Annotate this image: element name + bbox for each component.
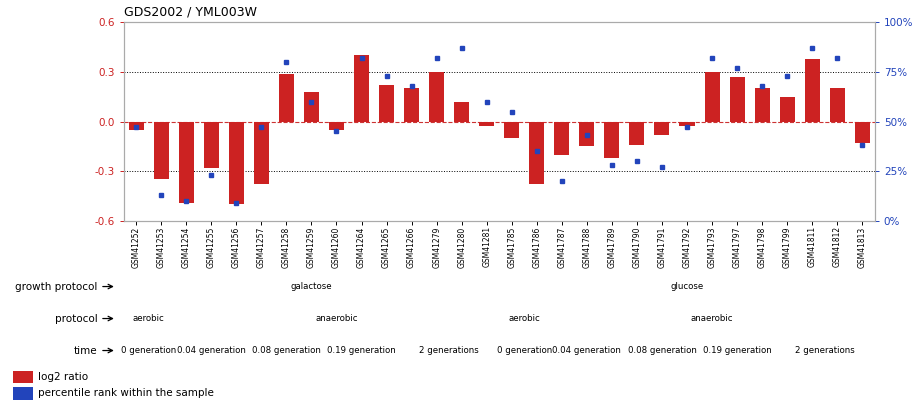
Text: 0.19 generation: 0.19 generation (703, 346, 771, 355)
Text: protocol: protocol (55, 313, 98, 324)
Text: 0.08 generation: 0.08 generation (252, 346, 321, 355)
Bar (579, 122, 594, 146)
Text: 0.19 generation: 0.19 generation (327, 346, 396, 355)
Text: 0.08 generation: 0.08 generation (627, 346, 696, 355)
Text: time: time (74, 345, 98, 356)
Bar (128, 122, 144, 130)
Text: 0 generation: 0 generation (121, 346, 176, 355)
Bar (554, 122, 570, 155)
Text: anaerobic: anaerobic (691, 314, 734, 323)
Bar (629, 122, 645, 145)
Bar (729, 77, 745, 122)
Text: 2 generations: 2 generations (420, 346, 479, 355)
Bar (304, 92, 319, 122)
Text: galactose: galactose (290, 282, 333, 291)
Bar (780, 97, 795, 122)
Text: glucose: glucose (671, 282, 703, 291)
Bar (504, 122, 519, 138)
Text: percentile rank within the sample: percentile rank within the sample (38, 388, 214, 399)
Bar (830, 88, 845, 122)
Bar (680, 122, 694, 126)
Bar (529, 122, 544, 184)
Bar (429, 72, 444, 122)
Bar (13, 388, 33, 399)
Bar (804, 59, 820, 122)
Bar (379, 85, 394, 122)
Text: anaerobic: anaerobic (315, 314, 358, 323)
Bar (454, 102, 469, 122)
Text: aerobic: aerobic (133, 314, 165, 323)
Text: 0.04 generation: 0.04 generation (552, 346, 621, 355)
Text: 2 generations: 2 generations (795, 346, 855, 355)
Bar (704, 72, 720, 122)
Text: aerobic: aerobic (508, 314, 540, 323)
Bar (229, 122, 244, 204)
Bar (755, 88, 769, 122)
Bar (179, 122, 194, 202)
Bar (329, 122, 344, 130)
Bar (605, 122, 619, 158)
Bar (654, 122, 670, 135)
Text: growth protocol: growth protocol (16, 281, 98, 292)
Bar (254, 122, 269, 184)
Bar (354, 55, 369, 122)
Text: GDS2002 / YML003W: GDS2002 / YML003W (124, 5, 256, 18)
Bar (278, 74, 294, 122)
Text: 0 generation: 0 generation (496, 346, 551, 355)
Bar (479, 122, 495, 126)
Bar (154, 122, 169, 179)
Text: 0.04 generation: 0.04 generation (177, 346, 245, 355)
Bar (13, 371, 33, 383)
Text: log2 ratio: log2 ratio (38, 372, 88, 382)
Bar (203, 122, 219, 168)
Bar (855, 122, 870, 143)
Bar (404, 88, 420, 122)
